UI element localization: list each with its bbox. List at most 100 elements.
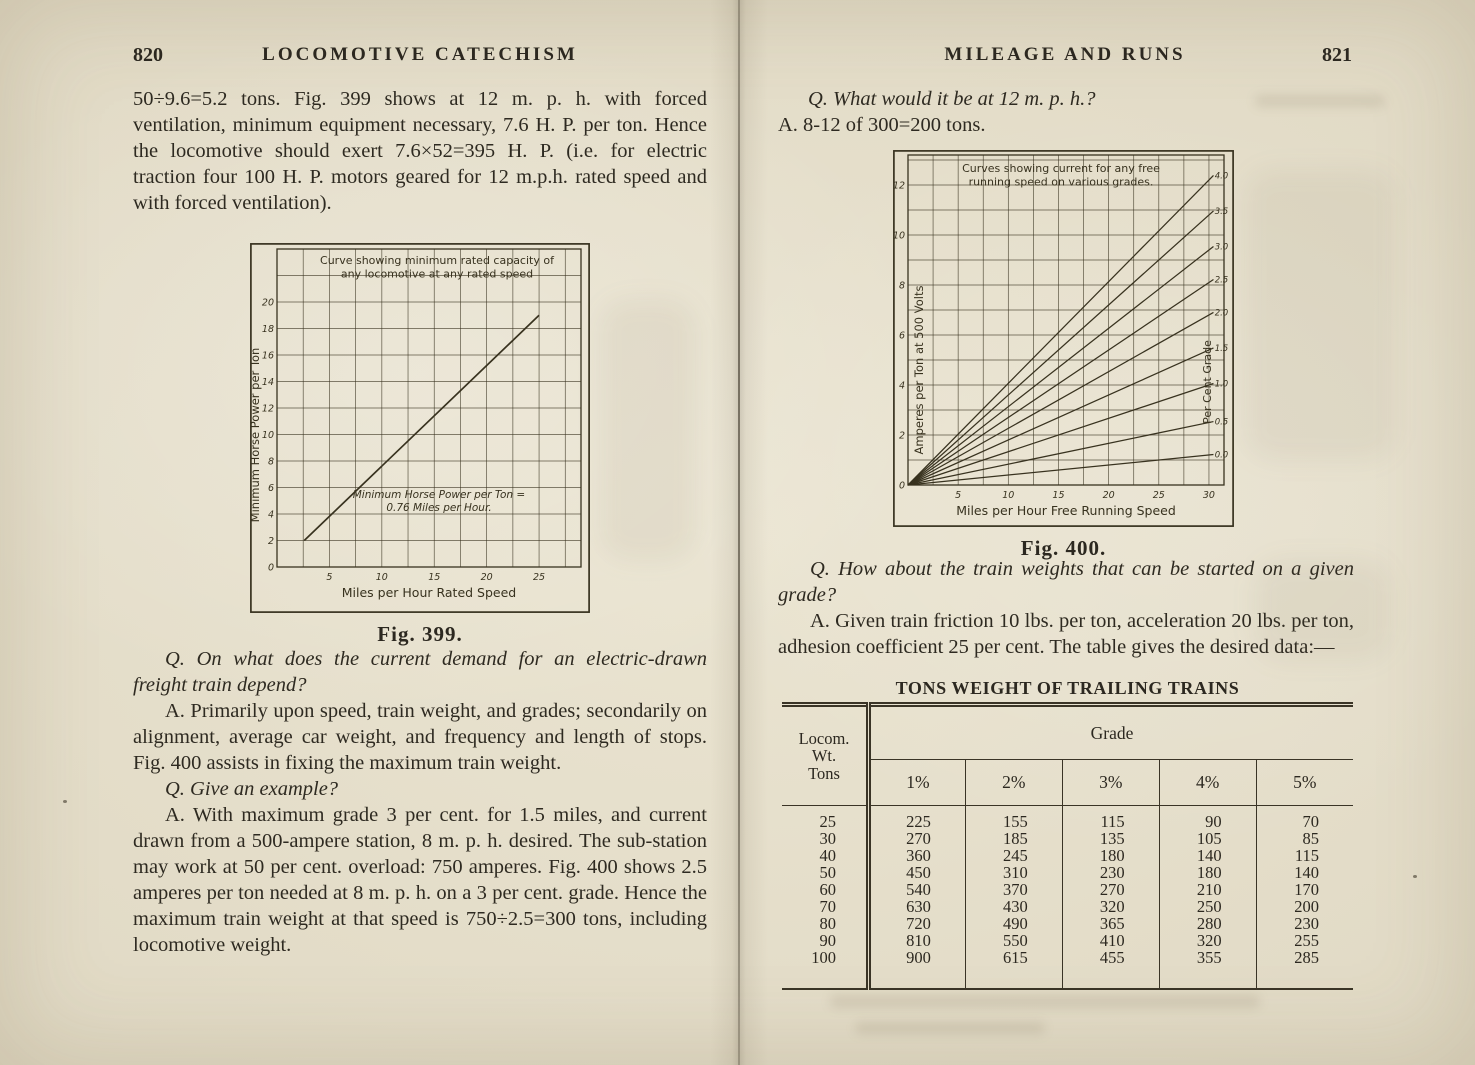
svg-text:0.76 Miles per Hour.: 0.76 Miles per Hour. xyxy=(386,502,491,514)
svg-text:15: 15 xyxy=(1052,490,1064,501)
answer-paragraph: A. With maximum grade 3 per cent. for 1.… xyxy=(133,804,707,956)
table-cell: 85 xyxy=(1302,829,1320,848)
table-cell: 230 xyxy=(1062,864,1160,881)
table-cell-locom-wt: 25 xyxy=(782,805,871,830)
table-row: 40 360 245 180 140 115 xyxy=(782,847,1353,864)
svg-text:0: 0 xyxy=(899,481,905,492)
svg-text:0: 0 xyxy=(268,563,274,574)
running-head-left: LOCOMOTIVE CATECHISM xyxy=(262,44,578,65)
svg-text:1.0: 1.0 xyxy=(1215,380,1229,390)
table-cell: 630 xyxy=(868,898,966,915)
table-cell: 180 xyxy=(1159,864,1257,881)
svg-text:18: 18 xyxy=(262,324,274,335)
table-cell: 540 xyxy=(868,881,966,898)
gutter-fold-line xyxy=(738,0,740,1065)
figure-399: 5 10 15 20 25 0 2 4 6 8 10 12 14 16 18 20 Curve showing … xyxy=(250,243,590,647)
page-number-right: 821 xyxy=(1322,44,1352,66)
svg-text:5: 5 xyxy=(326,572,332,583)
running-head-right: MILEAGE AND RUNS xyxy=(944,44,1186,65)
table-cell: 230 xyxy=(1294,914,1319,933)
table-cell: 90 xyxy=(1159,805,1257,830)
table-corner-header: Locom. Wt. Tons xyxy=(782,704,871,806)
svg-text:25: 25 xyxy=(1153,490,1165,501)
scan-speck xyxy=(63,800,67,803)
table-row: 30 270 185 135 105 85 xyxy=(782,830,1353,847)
table-row: 100 900 615 455 355 285 xyxy=(782,949,1353,989)
svg-text:Minimum Horse Power per Ton: Minimum Horse Power per Ton xyxy=(250,348,262,523)
table-cell: 720 xyxy=(868,915,966,932)
table-cell: 810 xyxy=(868,932,966,949)
table-cell: 900 xyxy=(868,949,966,989)
svg-text:Miles per Hour Rated Speed: Miles per Hour Rated Speed xyxy=(342,585,516,600)
table-cell: 155 xyxy=(965,805,1063,830)
table-cell-locom-wt: 30 xyxy=(782,830,871,847)
svg-text:8: 8 xyxy=(268,457,274,468)
question-paragraph: Q. On what does the current demand for a… xyxy=(133,648,707,696)
table-cell: 245 xyxy=(965,847,1063,864)
svg-text:4.0: 4.0 xyxy=(1215,171,1229,181)
svg-text:Amperes per Ton at 500 Volts: Amperes per Ton at 500 Volts xyxy=(912,286,926,455)
table-cell: 115 xyxy=(1062,805,1160,830)
scan-speck xyxy=(1413,875,1417,878)
svg-text:2: 2 xyxy=(899,431,905,442)
svg-text:Curves showing current for any: Curves showing current for any free xyxy=(962,162,1160,175)
svg-text:15: 15 xyxy=(428,572,440,583)
table-body: 25 225 155 115 90 70 30 270 185 135 105 85 40 360 245 1… xyxy=(782,805,1353,989)
table-cell: 225 xyxy=(868,805,966,830)
table-cell-locom-wt: 90 xyxy=(782,932,871,949)
table-row: 80 720 490 365 280 230 xyxy=(782,915,1353,932)
table-title: TONS WEIGHT OF TRAILING TRAINS xyxy=(895,678,1240,698)
page-number-left: 820 xyxy=(133,44,163,66)
table-cell: 490 xyxy=(965,915,1063,932)
svg-text:2.0: 2.0 xyxy=(1215,308,1229,318)
table-cell: 140 xyxy=(1159,847,1257,864)
table-cell: 170 xyxy=(1294,880,1319,899)
table-row: 50 450 310 230 180 140 xyxy=(782,864,1353,881)
bleed-through-artifact xyxy=(1255,560,1390,660)
fig-399-chart: 5 10 15 20 25 0 2 4 6 8 10 12 14 16 18 20 Curve showing … xyxy=(250,243,590,613)
table-column-header: 2% xyxy=(965,759,1063,806)
table-cell-locom-wt: 80 xyxy=(782,915,871,932)
table-cell: 70 xyxy=(1302,812,1320,831)
table-cell: 410 xyxy=(1062,932,1160,949)
svg-text:14: 14 xyxy=(262,377,274,388)
svg-text:20: 20 xyxy=(1103,490,1115,501)
trailing-trains-table: Locom. Wt. Tons Grade 1% 2% 3% 4% 5% 25 225 155 1… xyxy=(782,702,1353,990)
svg-text:25: 25 xyxy=(533,572,545,583)
svg-text:5: 5 xyxy=(955,490,961,501)
table-cell: 285 xyxy=(1294,948,1319,967)
figure-400-caption: Fig. 400. xyxy=(1020,536,1107,560)
table-cell: 455 xyxy=(1062,949,1160,989)
svg-text:10: 10 xyxy=(893,231,905,242)
table-cell: 320 xyxy=(1159,932,1257,949)
fig-400-chart: 5 10 15 20 25 30 0 2 4 6 8 10 12 0.0 0.5 1.0 1.5 2.0 2.5 3.… xyxy=(893,150,1234,527)
body-paragraph: 50÷9.6=5.2 tons. Fig. 399 shows at 12 m.… xyxy=(133,88,707,214)
svg-text:6: 6 xyxy=(268,483,274,494)
table-cell: 550 xyxy=(965,932,1063,949)
table-grade-group-header: Grade xyxy=(868,704,1353,760)
svg-text:8: 8 xyxy=(899,281,905,292)
svg-text:16: 16 xyxy=(262,351,274,362)
svg-text:0.0: 0.0 xyxy=(1215,451,1229,461)
table-cell: 450 xyxy=(868,864,966,881)
figure-399-caption: Fig. 399. xyxy=(377,622,463,646)
svg-text:6: 6 xyxy=(899,331,905,342)
table-cell: 180 xyxy=(1062,847,1160,864)
table-cell-locom-wt: 70 xyxy=(782,898,871,915)
table-cell: 355 xyxy=(1159,949,1257,989)
svg-text:12: 12 xyxy=(893,181,905,192)
table-cell: 250 xyxy=(1159,898,1257,915)
svg-text:20: 20 xyxy=(481,572,493,583)
answer-paragraph: A. Primarily upon speed, train weight, a… xyxy=(133,700,707,774)
table-cell: 255 xyxy=(1294,931,1319,950)
table-cell: 280 xyxy=(1159,915,1257,932)
table-cell: 370 xyxy=(965,881,1063,898)
svg-text:10: 10 xyxy=(376,572,388,583)
right-top-qa-block: Q. What would it be at 12 m. p. h.? A. 8… xyxy=(778,86,1356,138)
svg-text:Miles per Hour Free Running Sp: Miles per Hour Free Running Speed xyxy=(956,503,1176,518)
table-cell: 360 xyxy=(868,847,966,864)
svg-text:3.5: 3.5 xyxy=(1215,207,1229,217)
table-cell: 210 xyxy=(1159,881,1257,898)
table-cell: 140 xyxy=(1294,863,1319,882)
